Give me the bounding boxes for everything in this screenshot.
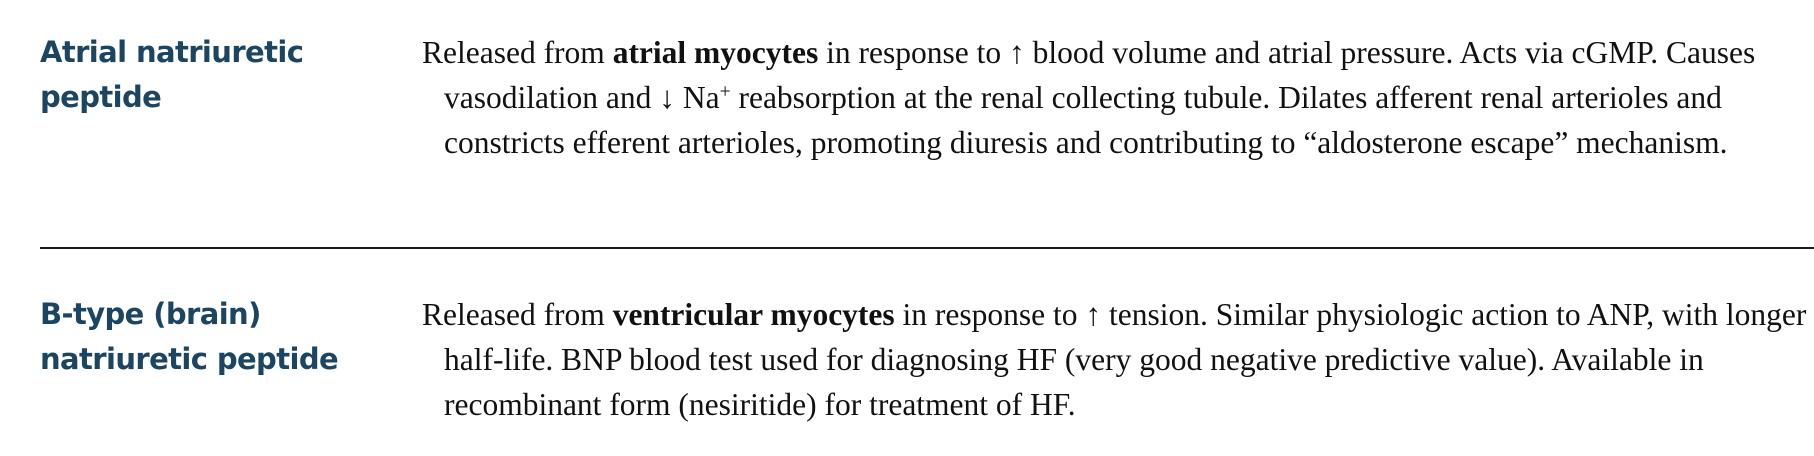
desc-bold-text: atrial myocytes [612,35,819,70]
term-heading: Atrial natriuretic peptide [40,35,304,114]
row-divider [40,247,1814,249]
desc-text: Released from [422,35,613,70]
term-description: Released from ventricular myocytes in re… [422,292,1814,427]
desc-text: Released from [422,297,613,332]
term-heading: B-type (brain) natriuretic peptide [40,297,339,376]
desc-text: reabsorption at the renal collecting tub… [444,80,1728,160]
superscript-text: + [719,81,731,103]
desc-bold-text: ventricular myocytes [612,297,895,332]
desc-text: in response to ↑ blood volume and atrial… [444,35,1756,115]
term-description: Released from atrial myocytes in respons… [422,30,1814,165]
desc-text: in response to ↑ tension. Similar physio… [444,297,1807,422]
